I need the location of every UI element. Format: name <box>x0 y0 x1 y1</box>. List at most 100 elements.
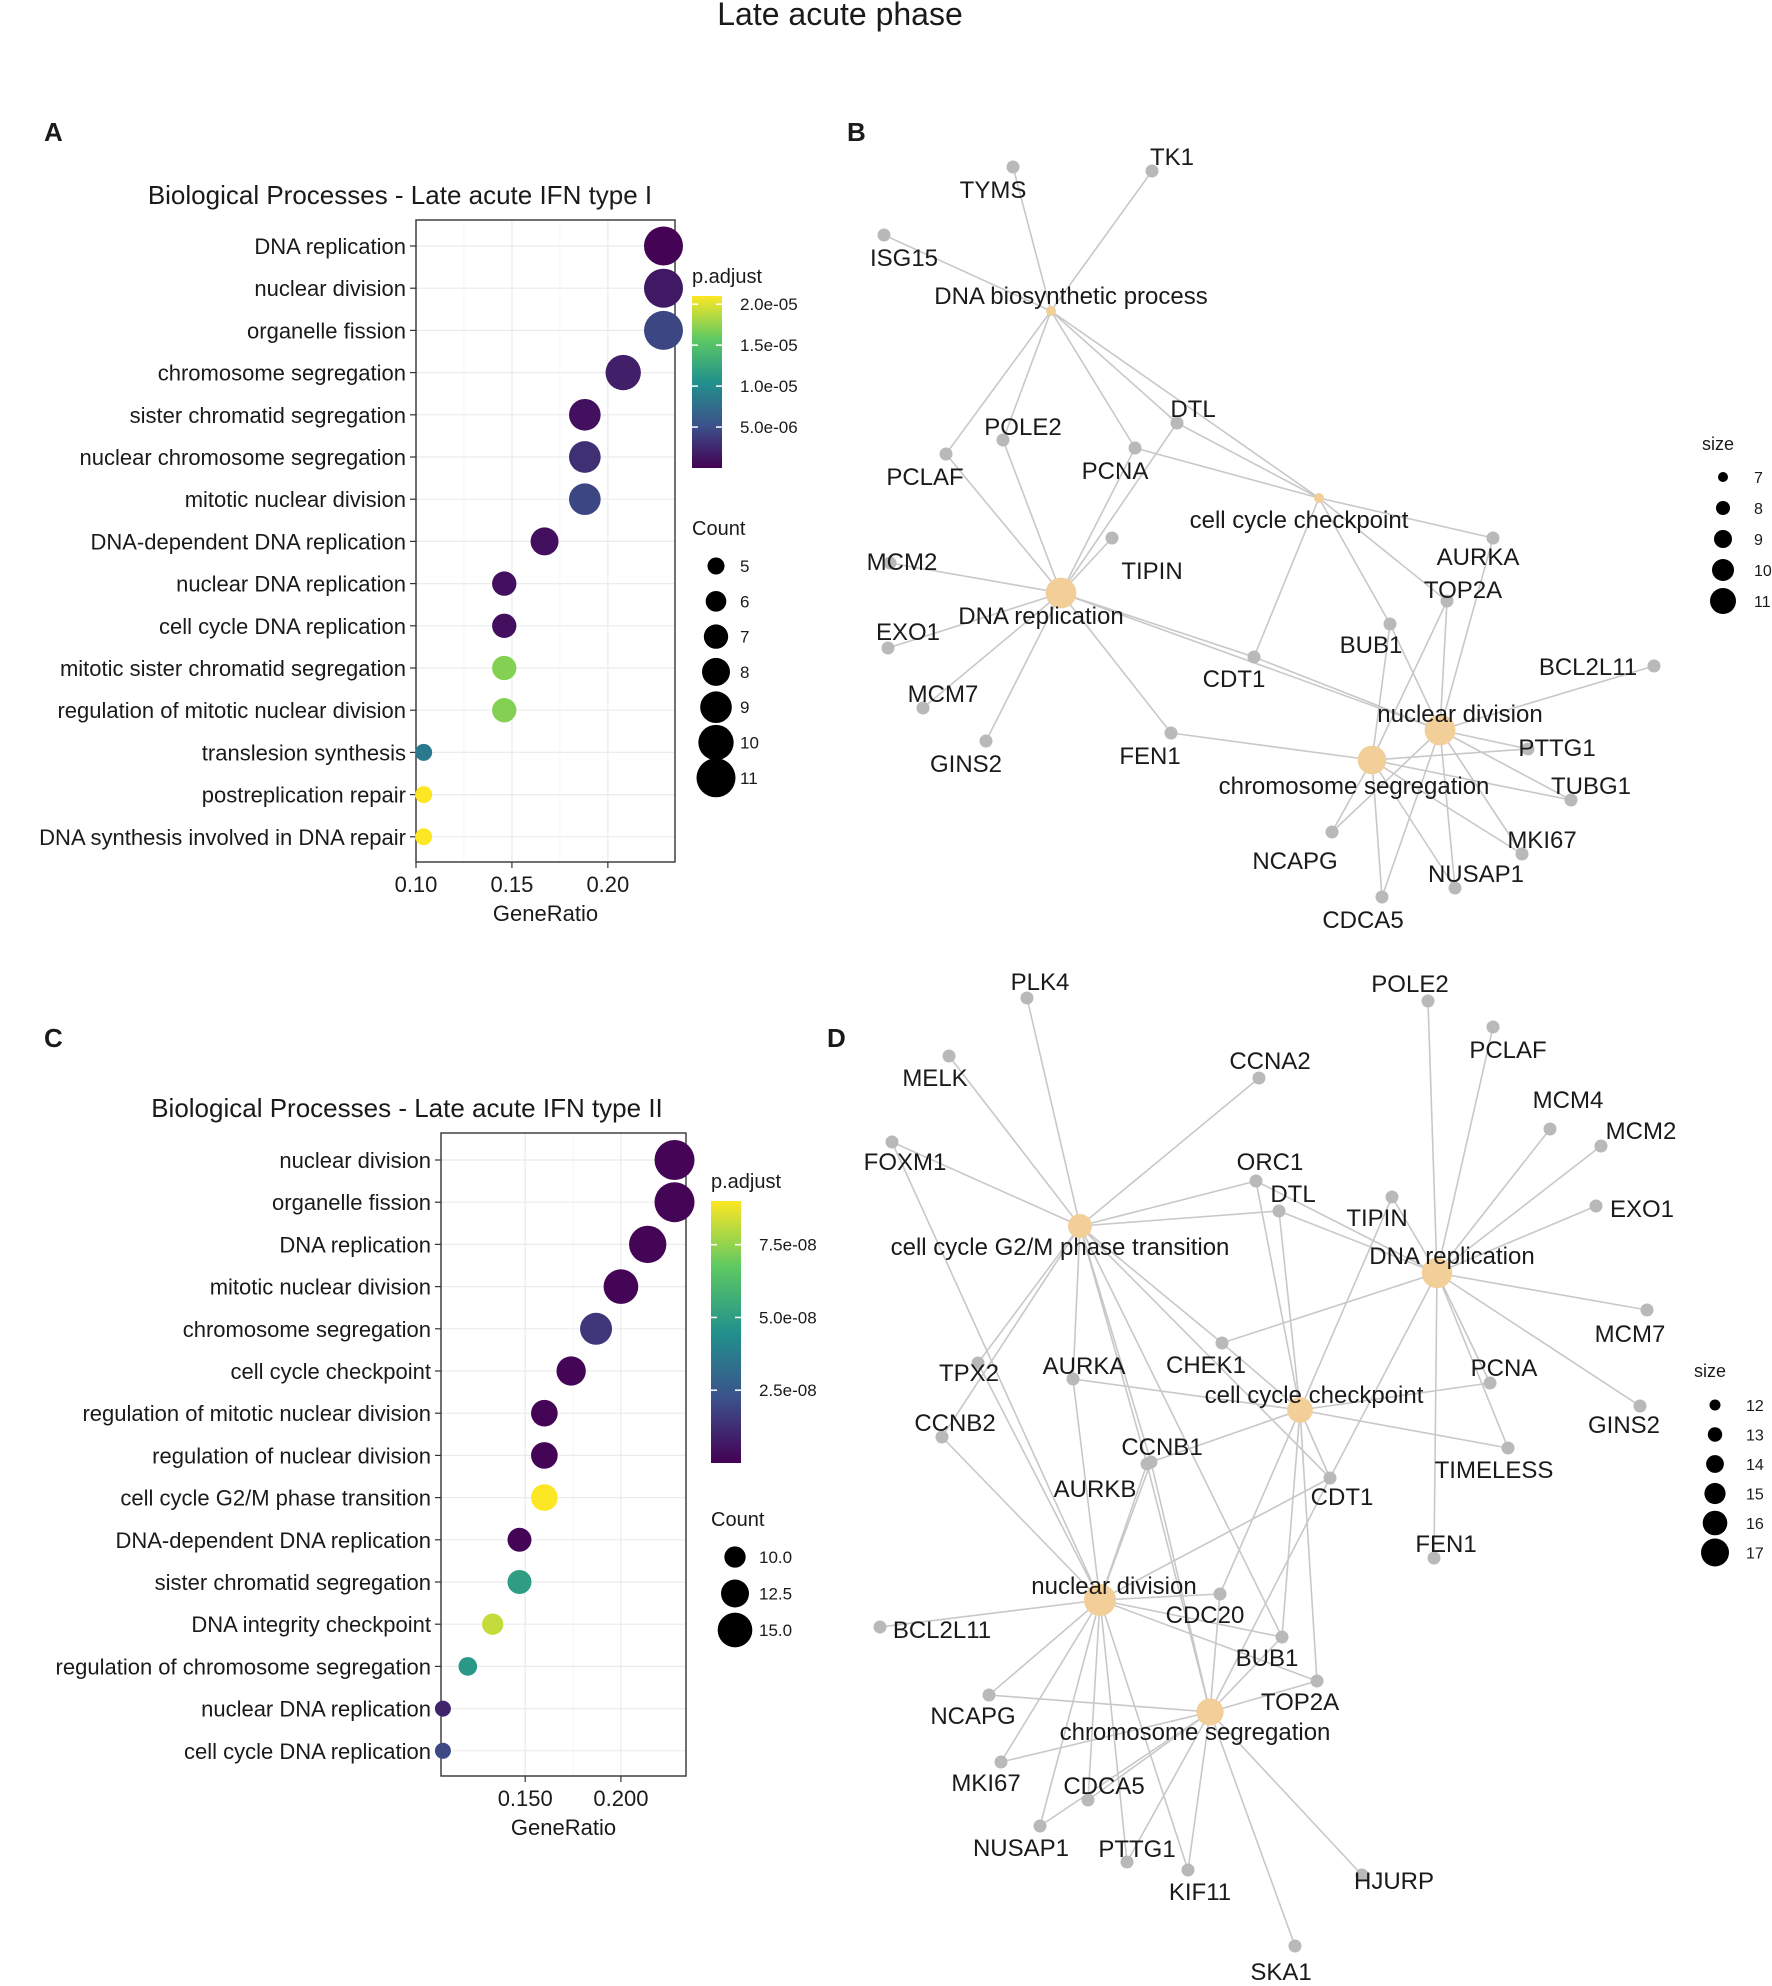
size-legend-dot <box>696 758 736 798</box>
size-legend-dot <box>717 1612 753 1648</box>
y-tick-label: DNA replication <box>279 1232 431 1257</box>
node-label-foxm1: FOXM1 <box>864 1149 947 1176</box>
edge-dna-replication--cdt1 <box>1329 1272 1438 1479</box>
y-tick-label: organelle fission <box>247 318 406 343</box>
gene-node-ska1 <box>1288 1939 1302 1953</box>
network-size-legend-label: 8 <box>1754 501 1763 518</box>
size-legend-label: 11 <box>740 769 758 788</box>
node-label-cdt1: CDT1 <box>1311 1484 1374 1511</box>
edge-nuclear-division--top2a <box>1099 1599 1318 1682</box>
y-tick-label: DNA integrity checkpoint <box>191 1612 431 1637</box>
network-size-legend-dot <box>1706 1455 1724 1473</box>
size-legend-label: 8 <box>740 663 749 682</box>
dot-nuclear-division <box>654 1140 695 1180</box>
edge-cell-cycle-checkpoint--chek1 <box>1221 1342 1301 1411</box>
edge-cell-cycle-g2-m-phase-transition--aurkb <box>1079 1225 1148 1465</box>
node-label-ska1: SKA1 <box>1250 1959 1311 1986</box>
node-label-cell-cycle-checkpoint: cell cycle checkpoint <box>1190 507 1409 534</box>
gene-node-pttg1 <box>1120 1855 1134 1869</box>
gene-node-tyms <box>1006 160 1020 174</box>
edge-dna-replication--mcm4 <box>1436 1128 1551 1274</box>
node-label-mcm4: MCM4 <box>1533 1087 1604 1114</box>
edge-chromosome-segregation--bub1 <box>1209 1636 1283 1713</box>
node-label-nusap1: NUSAP1 <box>973 1835 1069 1862</box>
node-label-tipin: TIPIN <box>1121 558 1182 585</box>
dot-nuclear-dna-replication <box>434 1700 451 1717</box>
y-tick-label: nuclear chromosome segregation <box>79 445 406 470</box>
node-label-pttg1: PTTG1 <box>1518 735 1595 762</box>
edge-nuclear-division--pttg1 <box>1099 1599 1128 1863</box>
edge-dna-biosynthetic-process--tyms <box>1012 166 1052 312</box>
y-tick-label: DNA-dependent DNA replication <box>90 529 406 554</box>
edge-dna-replication--dtl <box>1060 422 1178 594</box>
y-tick-label: cell cycle DNA replication <box>159 614 406 639</box>
gene-node-nusap1 <box>1448 881 1462 895</box>
edge-dna-replication--cdt1 <box>1060 592 1255 658</box>
edge-nuclear-division--cdt1 <box>1099 1477 1331 1601</box>
edge-cell-cycle-g2-m-phase-transition--bub1 <box>1079 1225 1283 1638</box>
edge-cell-cycle-g2-m-phase-transition--aurka <box>1072 1225 1081 1380</box>
gene-node-aurka <box>1486 531 1500 545</box>
dot-translesion-synthesis <box>415 743 433 761</box>
gene-node-top2a <box>1440 594 1454 608</box>
gene-node-mcm7 <box>916 701 930 715</box>
plot-border <box>440 1132 687 1777</box>
node-label-tubg1: TUBG1 <box>1551 773 1631 800</box>
node-label-dna-biosynthetic-process: DNA biosynthetic process <box>934 283 1207 310</box>
node-label-aurka: AURKA <box>1437 544 1520 571</box>
term-node-dna-biosynthetic-process <box>1046 306 1056 316</box>
edge-cell-cycle-g2-m-phase-transition--foxm1 <box>891 1141 1081 1227</box>
gene-node-dtl <box>1272 1204 1286 1218</box>
node-label-pole2: POLE2 <box>984 414 1061 441</box>
dot-chromosome-segregation <box>605 354 641 391</box>
node-label-pttg1: PTTG1 <box>1098 1836 1175 1863</box>
gene-node-tipin <box>1105 531 1119 545</box>
network-size-legend-label: 10 <box>1754 563 1772 580</box>
term-node-cell-cycle-g2-m-phase-transition <box>1068 1214 1092 1238</box>
edge-chromosome-segregation--ncapg <box>988 1694 1211 1713</box>
network-size-legend-dot <box>1714 530 1732 548</box>
edge-chromosome-segregation--fen1 <box>1170 732 1373 761</box>
x-axis-label: GeneRatio <box>493 901 598 926</box>
node-label-top2a: TOP2A <box>1424 577 1502 604</box>
node-label-ccnb1: CCNB1 <box>1121 1434 1202 1461</box>
node-label-tk1: TK1 <box>1150 144 1194 171</box>
y-tick-label: cell cycle DNA replication <box>184 1739 431 1764</box>
network-size-legend-label: 11 <box>1754 594 1771 611</box>
y-tick-label: regulation of chromosome segregation <box>56 1654 431 1679</box>
y-tick-label: cell cycle G2/M phase transition <box>120 1486 431 1511</box>
y-tick-label: sister chromatid segregation <box>130 403 406 428</box>
edge-nuclear-division--cdc20 <box>1099 1593 1221 1601</box>
dot-sister-chromatid-segregation <box>568 398 601 431</box>
gene-node-bub1 <box>1383 617 1397 631</box>
dotplot-type-i: Biological Processes - Late acute IFN ty… <box>39 180 798 926</box>
edge-cell-cycle-checkpoint--orc1 <box>1255 1180 1301 1411</box>
edge-dna-replication--orc1 <box>1255 1180 1438 1274</box>
size-legend-label: 9 <box>740 698 749 717</box>
node-label-tyms: TYMS <box>960 177 1027 204</box>
node-label-cell-cycle-checkpoint: cell cycle checkpoint <box>1205 1382 1424 1409</box>
color-bar <box>692 296 722 468</box>
edge-cell-cycle-checkpoint--pcna <box>1134 447 1320 499</box>
edge-cell-cycle-g2-m-phase-transition--ccnb2 <box>941 1225 1081 1438</box>
node-label-bcl2l11: BCL2L11 <box>893 1617 991 1644</box>
term-node-dna-replication <box>1421 1257 1453 1289</box>
network-edges <box>879 997 1648 1947</box>
dot-nuclear-division <box>643 268 683 308</box>
edge-dna-replication--pclaf <box>1436 1026 1494 1274</box>
network-type-i: DNA biosynthetic process cell cycle check… <box>867 144 1772 934</box>
size-legend-label: 7 <box>740 628 749 647</box>
gene-node-mcm2 <box>883 556 897 570</box>
node-label-isg15: ISG15 <box>870 245 938 272</box>
gene-node-fen1 <box>1164 726 1178 740</box>
term-node-chromosome-segregation <box>1196 1698 1224 1726</box>
color-legend-label: 1.0e-05 <box>740 377 798 396</box>
size-legend-title: Count <box>711 1509 765 1531</box>
gene-node-timeless <box>1501 1441 1515 1455</box>
node-label-kif11: KIF11 <box>1169 1879 1231 1906</box>
edge-cell-cycle-checkpoint--top2a <box>1299 1409 1318 1682</box>
y-tick-label: mitotic nuclear division <box>210 1275 431 1300</box>
node-label-gins2: GINS2 <box>1588 1412 1660 1439</box>
node-label-dna-replication: DNA replication <box>958 603 1123 630</box>
edge-chromosome-segregation--ska1 <box>1209 1711 1296 1947</box>
